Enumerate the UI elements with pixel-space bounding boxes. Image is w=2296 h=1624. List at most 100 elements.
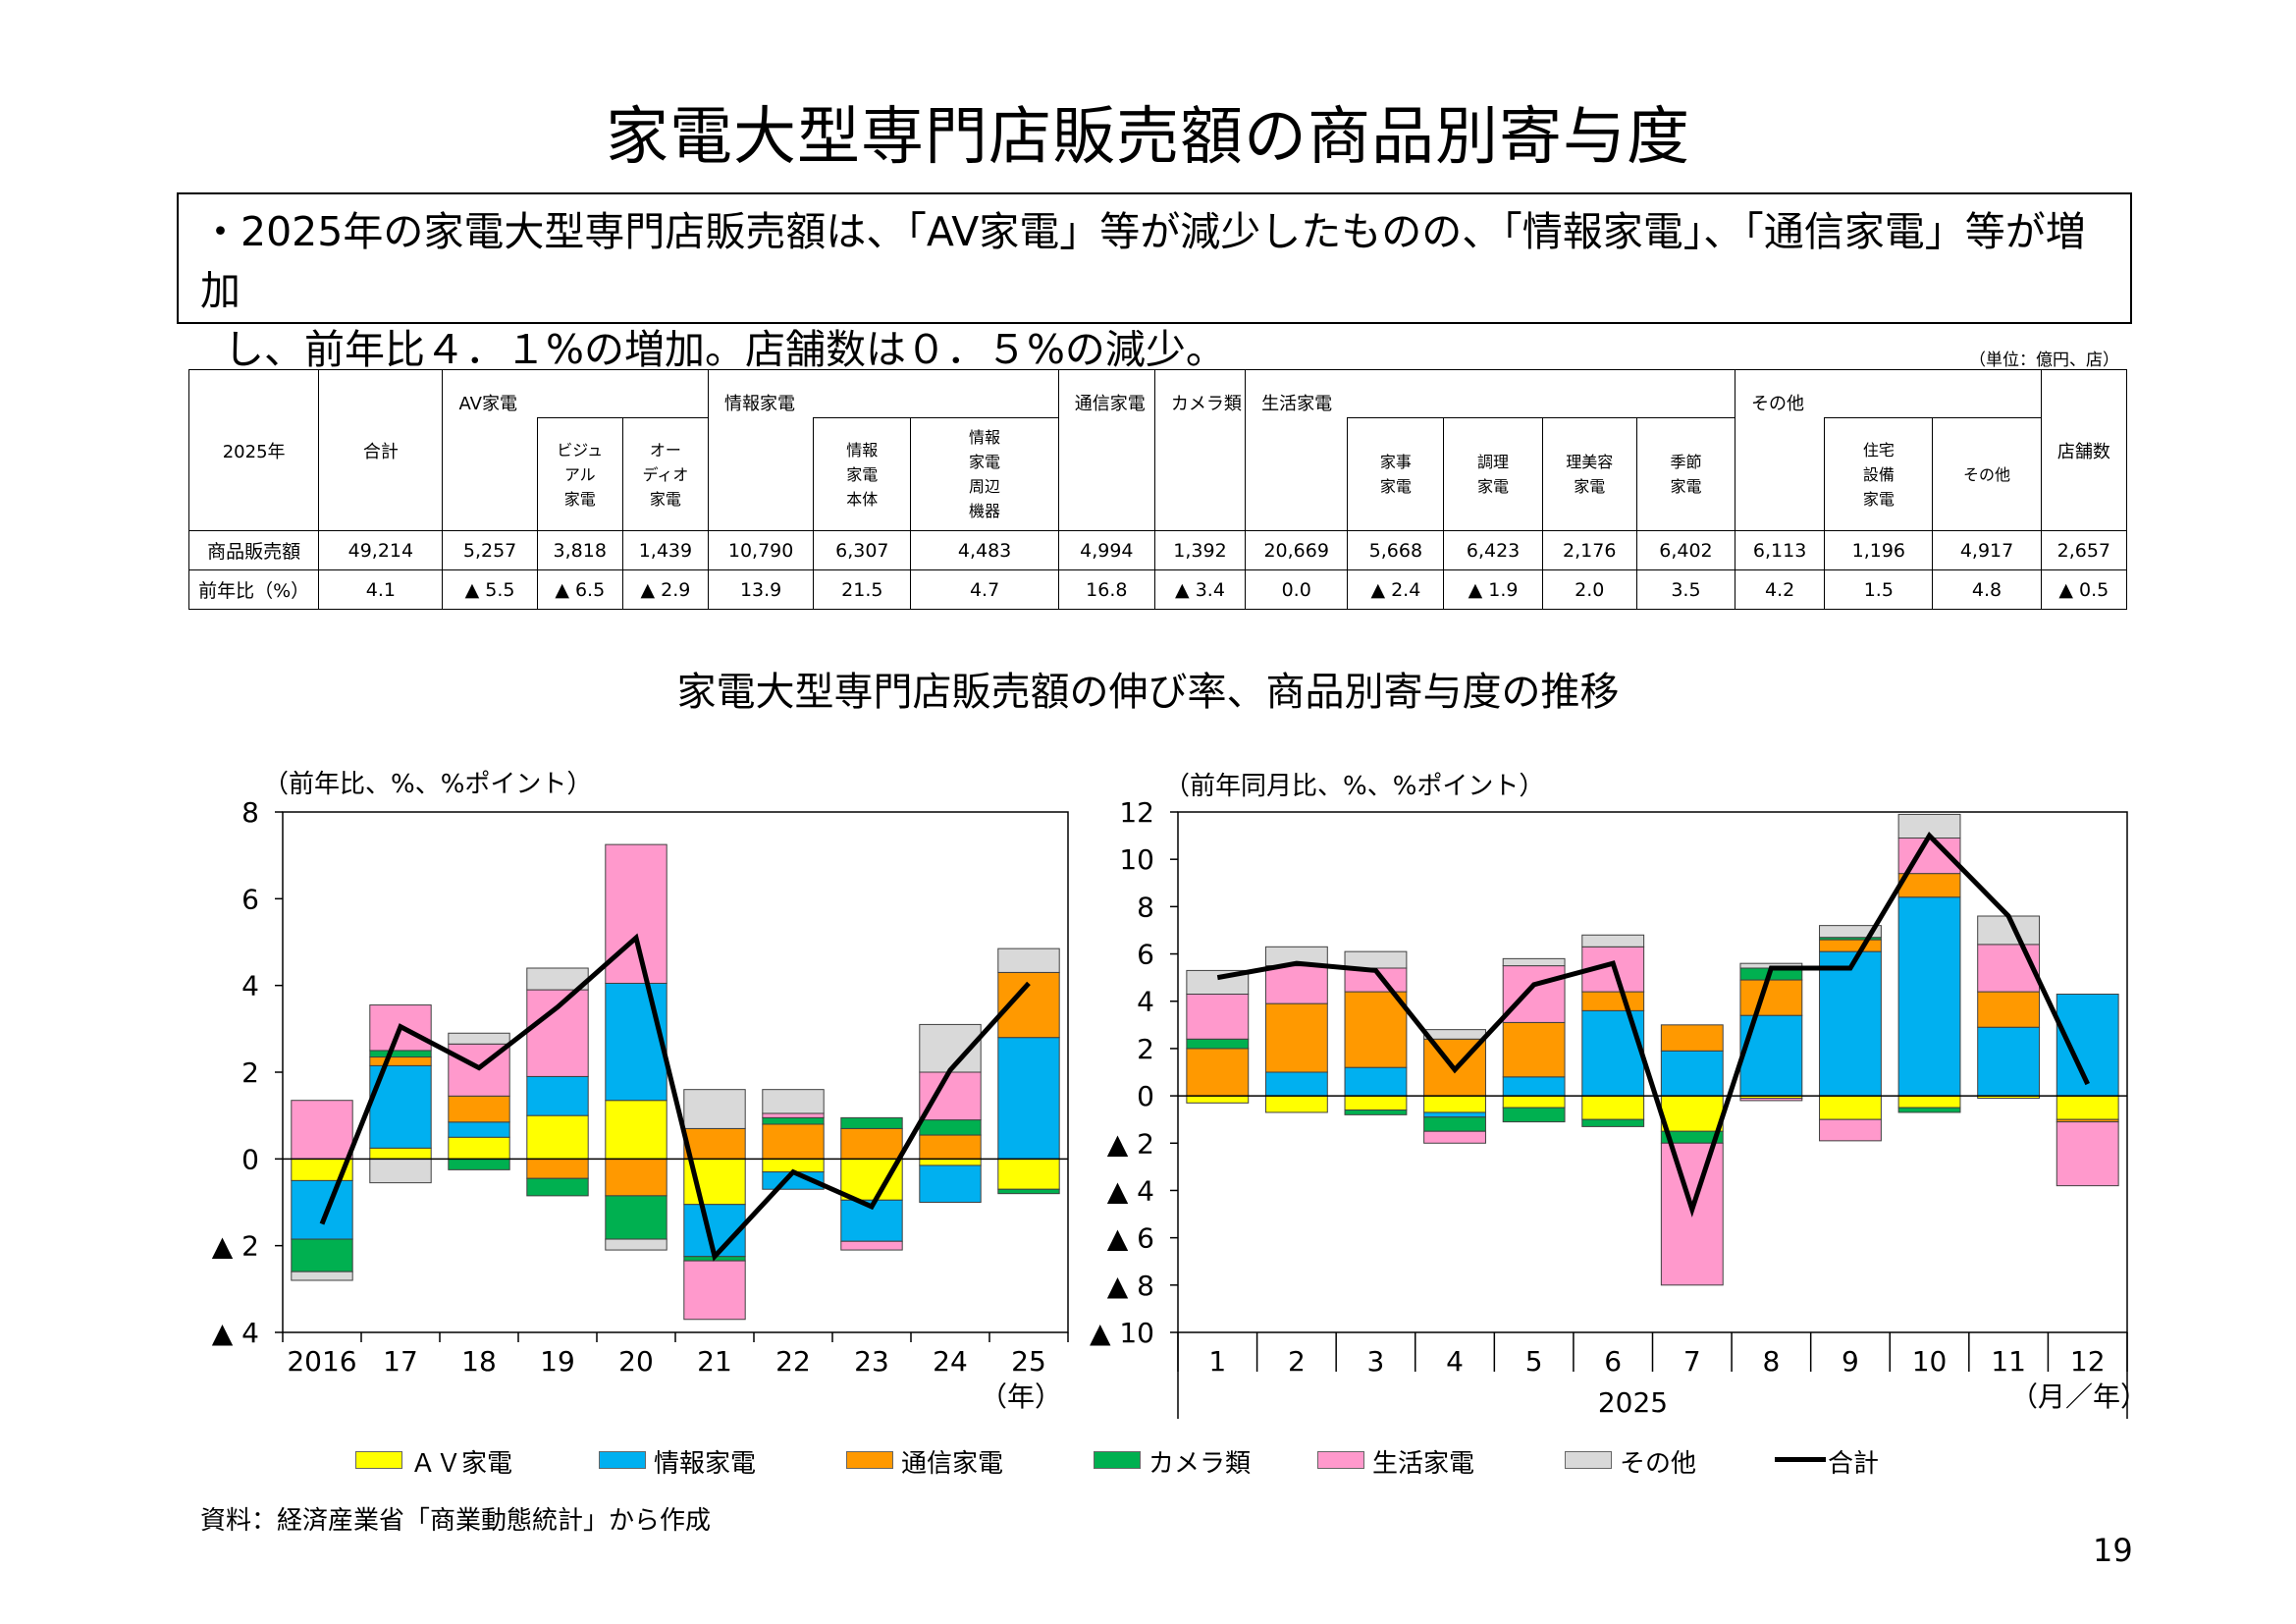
chart1-bar-info xyxy=(605,982,667,1102)
page-title: 家電大型専門店販売額の商品別寄与度 xyxy=(606,101,1690,174)
chart1-bar-av xyxy=(448,1136,510,1160)
chart2-bar-comm xyxy=(1739,979,1803,1016)
chart2-bar-info xyxy=(1423,1111,1486,1118)
cell: 5,257 xyxy=(442,530,538,570)
chart2-x-tick-label: 1 xyxy=(1208,1345,1226,1378)
chart2-bar-comm xyxy=(1186,1048,1250,1097)
chart1-bar-life xyxy=(526,989,589,1077)
legend-label: 情報家電 xyxy=(654,1449,757,1479)
cell: ▲ 2.9 xyxy=(621,569,710,610)
chart2-bar-av xyxy=(1581,1095,1645,1120)
chart2-bar-info xyxy=(1660,1050,1724,1097)
chart1-y-tick-label: 0 xyxy=(241,1143,259,1175)
chart2-bar-comm xyxy=(1502,1021,1566,1078)
chart2-bar-av xyxy=(1502,1095,1566,1109)
header-other: その他 xyxy=(1735,369,2042,418)
chart1-x-tick-label: 20 xyxy=(618,1345,654,1378)
chart-section-title: 家電大型専門店販売額の伸び率、商品別寄与度の推移 xyxy=(676,670,1620,715)
header-info-total xyxy=(708,417,815,531)
cell: 2,657 xyxy=(2040,530,2128,570)
table-row-sales: 商品販売額 49,214 5,257 3,818 1,439 10,790 6,… xyxy=(187,530,2128,570)
chart2-bar-camera xyxy=(1897,1107,1961,1113)
chart1-bar-av xyxy=(919,1158,982,1166)
chart1-bar-camera xyxy=(605,1195,667,1240)
chart1-x-tick-label: 19 xyxy=(540,1345,575,1378)
header-stores: 店舗数 xyxy=(2040,369,2128,531)
chart2-x-tick-label: 9 xyxy=(1842,1345,1859,1378)
chart1-bar-camera xyxy=(919,1119,982,1136)
chart1-bar-other xyxy=(683,1089,746,1129)
legend-label: 合計 xyxy=(1828,1449,1880,1479)
cell: 21.5 xyxy=(813,569,912,610)
chart1-bar-other xyxy=(369,1158,432,1184)
chart2-x-tick-label: 12 xyxy=(2070,1345,2106,1378)
chart2-bar-other xyxy=(1819,925,1882,939)
summary-line-2: し、前年比４．１%の増加。店舗数は０．５%の減少。 xyxy=(224,326,1226,373)
chart1-bar-other xyxy=(997,947,1060,973)
chart2-bar-av xyxy=(1660,1095,1724,1132)
legend-swatch-life xyxy=(1317,1451,1364,1469)
cell: 6,113 xyxy=(1735,530,1826,570)
chart2-bar-life xyxy=(1186,994,1250,1040)
chart2-x-tick-label: 11 xyxy=(1991,1345,2026,1378)
chart2-y-tick-label: 2 xyxy=(1137,1033,1154,1065)
chart2-bar-info xyxy=(1344,1066,1408,1097)
chart2-y-tick-label: ▲ 8 xyxy=(1107,1270,1154,1302)
header-comm: 通信家電 xyxy=(1057,369,1155,418)
header-av-visual: ビジュ アル 家電 xyxy=(536,417,623,531)
header-life-season: 季節 家電 xyxy=(1635,417,1736,531)
chart1-x-tick-label: 2016 xyxy=(287,1345,356,1378)
cell: 2.0 xyxy=(1541,569,1637,610)
chart1-bar-camera xyxy=(762,1116,825,1125)
chart1-total-line xyxy=(319,933,1031,1262)
chart1-bar-other xyxy=(448,1032,510,1045)
chart2-bar-info xyxy=(1264,1071,1328,1097)
cell: 3.5 xyxy=(1635,569,1736,610)
chart1-bar-life xyxy=(683,1260,746,1321)
chart2-bar-camera xyxy=(1581,1118,1645,1127)
cell: 4.7 xyxy=(910,569,1059,610)
chart1-bar-av xyxy=(526,1114,589,1160)
chart2-bar-av xyxy=(1344,1095,1408,1111)
chart2-bar-comm xyxy=(1581,991,1645,1011)
chart1-bar-life xyxy=(919,1071,982,1121)
source-note: 資料：経済産業省「商業動態統計」から作成 xyxy=(200,1506,712,1536)
cell: 6,307 xyxy=(813,530,912,570)
cell: 13.9 xyxy=(708,569,815,610)
cell: 4.1 xyxy=(318,569,444,610)
chart2-bar-av xyxy=(1264,1095,1328,1113)
cell: 5,668 xyxy=(1347,530,1445,570)
chart1-bar-life xyxy=(840,1240,903,1251)
chart2-bar-av xyxy=(1186,1095,1250,1104)
chart2-bar-life xyxy=(1423,1130,1486,1144)
cell: 20,669 xyxy=(1245,530,1349,570)
chart2-y-tick-label: 4 xyxy=(1137,986,1154,1018)
chart2-bar-comm xyxy=(1897,873,1961,898)
chart1-x-tick-label: 18 xyxy=(461,1345,497,1378)
chart2-bar-life xyxy=(1977,944,2041,993)
chart1-bar-info xyxy=(448,1121,510,1138)
chart2-bar-other xyxy=(1581,934,1645,947)
chart2-bar-life xyxy=(1502,965,1566,1023)
chart1-bar-comm xyxy=(683,1127,746,1160)
chart2-bar-life xyxy=(1819,1118,1882,1142)
chart2-bar-comm xyxy=(1344,991,1408,1068)
cell: 0.0 xyxy=(1245,569,1349,610)
cell: 4,917 xyxy=(1932,530,2042,570)
cell: 1,392 xyxy=(1153,530,1247,570)
chart2-x-tick-label: 3 xyxy=(1367,1345,1385,1378)
chart2-x-tick-label: 7 xyxy=(1683,1345,1701,1378)
header-comm-total xyxy=(1057,417,1155,531)
chart1-bar-camera xyxy=(997,1188,1060,1195)
legend-swatch-av xyxy=(355,1451,402,1469)
chart2-y-tick-label: ▲ 10 xyxy=(1090,1317,1154,1349)
cell: 3,818 xyxy=(536,530,623,570)
header-info: 情報家電 xyxy=(708,369,1059,418)
chart2-bar-av xyxy=(1819,1095,1882,1120)
chart1-unit-label: （前年比、%、%ポイント） xyxy=(263,770,593,799)
chart1-x-tick-label: 24 xyxy=(933,1345,968,1378)
chart1-x-tick-label: 25 xyxy=(1011,1345,1046,1378)
cell: ▲ 3.4 xyxy=(1153,569,1247,610)
cell: 4,483 xyxy=(910,530,1059,570)
chart1-bar-comm xyxy=(526,1158,589,1179)
